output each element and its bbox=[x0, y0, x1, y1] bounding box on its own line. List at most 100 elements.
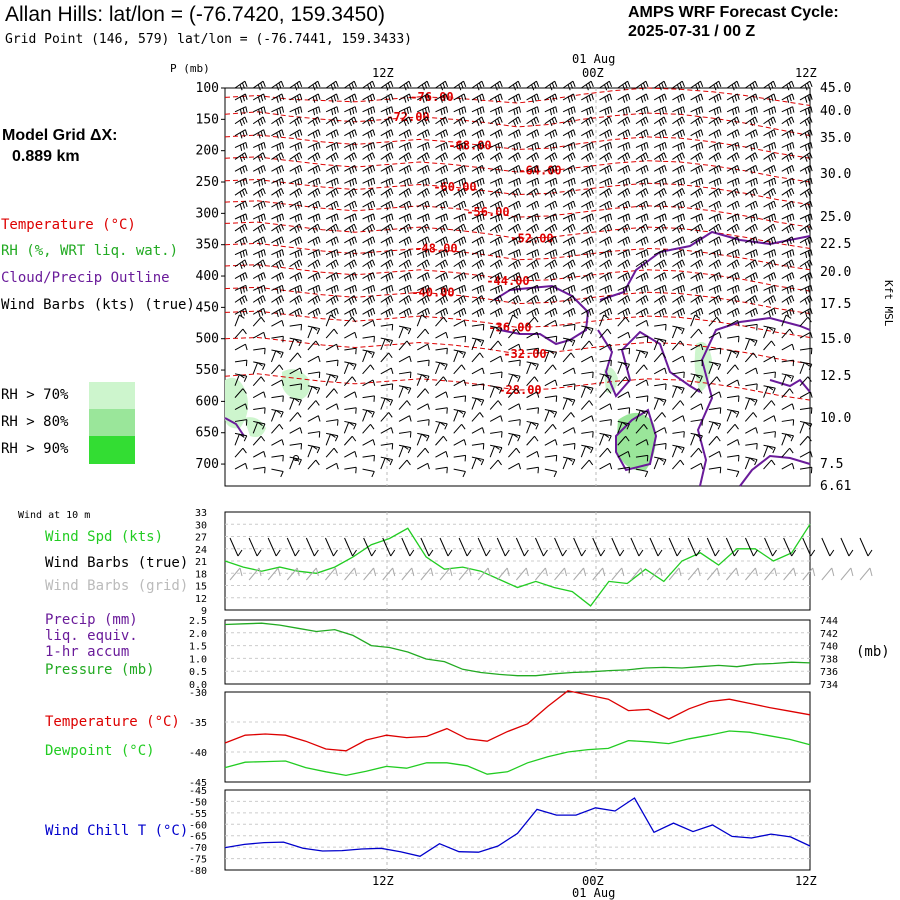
wind-barb-feather bbox=[695, 252, 698, 259]
surface-wind-barb-true-feather bbox=[352, 549, 357, 557]
wind-barb-feather bbox=[497, 95, 501, 102]
wind-barb-feather bbox=[443, 179, 446, 186]
top-date-label: 01 Aug bbox=[572, 52, 616, 66]
wind-barb-feather bbox=[588, 250, 592, 257]
wind-barb-feather bbox=[804, 84, 808, 91]
wind-barb-feather bbox=[713, 275, 717, 282]
wind-barb-feather bbox=[372, 142, 376, 149]
wind-barb-feather bbox=[349, 239, 352, 246]
wind-barb-feather bbox=[239, 374, 245, 379]
wind-barb-feather bbox=[804, 263, 808, 270]
panel-ytick-label: 15 bbox=[195, 582, 207, 593]
wind-barb-feather bbox=[661, 143, 665, 150]
surface-wind-barb-grid-feather bbox=[735, 567, 739, 577]
wind-barb bbox=[617, 347, 630, 351]
wind-barb bbox=[234, 359, 247, 363]
wind-barb-feather bbox=[773, 129, 777, 136]
wind-barb-feather bbox=[384, 338, 391, 343]
wind-barb-feather bbox=[555, 213, 558, 220]
wind-barb-feather bbox=[333, 261, 337, 268]
wind-barb-feather bbox=[713, 109, 717, 116]
wind-barb-feather bbox=[408, 165, 412, 172]
wind-barb-feather bbox=[608, 375, 612, 382]
surface-wind-barb-grid-feather bbox=[621, 567, 625, 577]
wind-barb bbox=[799, 466, 812, 470]
wind-barb-feather bbox=[312, 203, 316, 210]
wind-barb-feather bbox=[731, 84, 735, 91]
wind-barb-feather bbox=[445, 272, 449, 279]
wind-barb-feather bbox=[245, 106, 248, 113]
wind-barb-feather bbox=[555, 178, 558, 185]
wind-barb-feather bbox=[353, 116, 357, 123]
wind-barb bbox=[508, 328, 517, 339]
wind-barb-feather bbox=[695, 132, 699, 139]
wind-barb bbox=[234, 462, 246, 470]
wind-barb bbox=[653, 338, 660, 351]
wind-barb-feather bbox=[679, 95, 683, 102]
wind-barb-feather bbox=[773, 200, 777, 208]
surface-wind-barb-grid-feather bbox=[754, 567, 758, 577]
temperature-contour-label: -40.00 bbox=[411, 285, 454, 299]
wind-barb-feather bbox=[752, 309, 756, 316]
wind-barb-feather bbox=[643, 309, 646, 316]
wind-barb bbox=[672, 307, 684, 315]
surface-wind-barb-grid-feather bbox=[373, 567, 377, 577]
wind-barb-feather bbox=[531, 84, 535, 91]
wind-barb-feather bbox=[334, 375, 339, 382]
wind-barb-feather bbox=[755, 129, 758, 136]
wind-barb-feather bbox=[280, 295, 284, 302]
wind-barb-feather bbox=[421, 96, 425, 103]
temperature-contour bbox=[224, 373, 811, 401]
wind-barb-feather bbox=[533, 166, 537, 173]
surface-wind-barb-true bbox=[630, 537, 640, 557]
model-grid-value: 0.889 km bbox=[12, 148, 80, 165]
wind-barb-feather bbox=[500, 165, 503, 172]
wind-barb-feather bbox=[643, 166, 646, 173]
wind-barb-feather bbox=[335, 223, 339, 230]
wind-barb-feather bbox=[701, 178, 704, 185]
wind-barb-feather bbox=[426, 81, 430, 87]
wind-barb-feather bbox=[316, 387, 321, 394]
wind-barb-feather bbox=[752, 352, 758, 359]
wind-barb-feather bbox=[572, 272, 576, 279]
wind-barb-feather bbox=[515, 447, 521, 454]
wind-barb-feather bbox=[807, 273, 811, 280]
wind-barb bbox=[745, 427, 757, 434]
wind-barb bbox=[781, 462, 793, 470]
wind-barb-feather bbox=[625, 238, 628, 245]
wind-barb-feather bbox=[354, 391, 357, 398]
wind-barb bbox=[763, 386, 769, 398]
wind-barb-feather bbox=[554, 272, 558, 279]
pressure-tick-label: 300 bbox=[196, 206, 219, 221]
wind-barb bbox=[398, 295, 410, 303]
wind-barb-feather bbox=[627, 451, 631, 458]
wind-barb-feather bbox=[609, 249, 613, 256]
wind-barb-feather bbox=[572, 200, 576, 208]
wind-barb-feather bbox=[293, 338, 300, 343]
wind-barb-feather bbox=[771, 286, 774, 293]
wind-barb-feather bbox=[645, 165, 649, 172]
wind-barb-feather bbox=[591, 165, 594, 172]
wind-barb-feather bbox=[515, 166, 519, 173]
wind-barb-feather bbox=[531, 263, 535, 270]
wind-barb-feather bbox=[732, 180, 735, 187]
wind-barb-feather bbox=[609, 142, 613, 149]
wind-barb-feather bbox=[349, 180, 352, 187]
wind-barb bbox=[435, 376, 444, 387]
wind-barb-feather bbox=[353, 152, 357, 159]
wind-barb-feather bbox=[348, 421, 354, 426]
wind-barb bbox=[581, 415, 593, 422]
wind-barb-feather bbox=[770, 273, 774, 280]
wind-barb-feather bbox=[482, 285, 485, 292]
wind-barb bbox=[526, 331, 538, 339]
wind-barb-feather bbox=[245, 285, 248, 292]
wind-barb bbox=[270, 350, 277, 363]
wind-barb bbox=[617, 307, 629, 315]
wind-barb bbox=[489, 340, 499, 351]
wind-barb-feather bbox=[585, 120, 589, 127]
wind-barb-feather bbox=[567, 203, 571, 210]
wind-barb-feather bbox=[588, 215, 592, 222]
wind-barb-feather bbox=[315, 131, 318, 138]
wind-barb-feather bbox=[315, 459, 320, 466]
wind-barb-feather bbox=[297, 215, 300, 222]
